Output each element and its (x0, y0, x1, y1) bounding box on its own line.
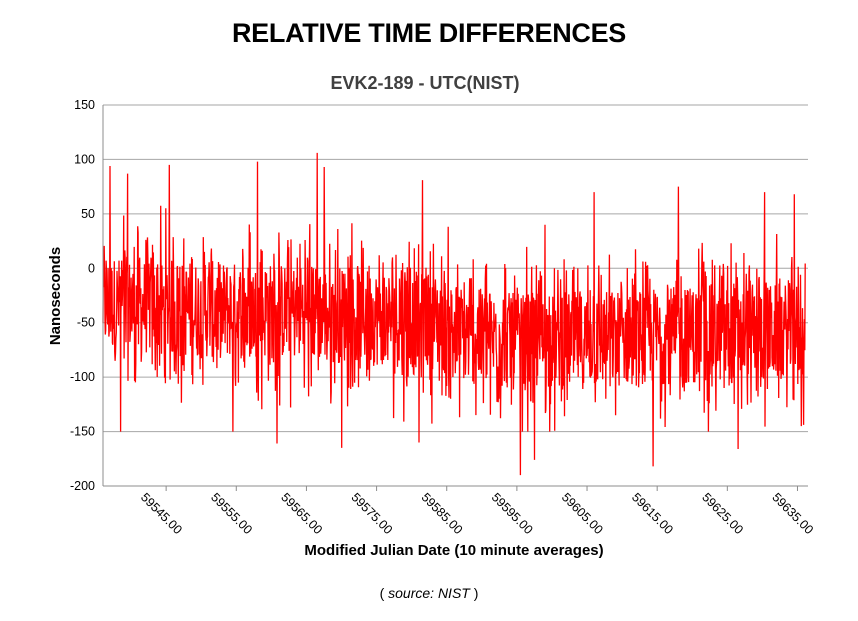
y-axis-label: Nanoseconds (47, 247, 64, 345)
series-red (102, 152, 806, 476)
y-tick-label: 50 (81, 207, 95, 221)
series-line (102, 152, 806, 476)
y-tick-label: 100 (74, 152, 95, 166)
source-close: ) (469, 585, 479, 601)
y-tick-labels: -200 -150 -100 -50 0 50 100 150 (70, 98, 95, 493)
source-note: ( source: NIST ) (0, 585, 858, 601)
source-label: source: NIST (388, 585, 470, 601)
y-tick-label: -100 (70, 370, 95, 384)
page-title: RELATIVE TIME DIFFERENCES (231, 18, 627, 48)
chart-title: EVK2-189 - UTC(NIST) (330, 73, 519, 93)
x-tick-label: 59625.00 (699, 490, 746, 537)
y-tick-label: 150 (74, 98, 95, 112)
x-tick-label: 59615.00 (629, 490, 676, 537)
x-tick-label: 59555.00 (208, 490, 255, 537)
source-open: ( (379, 585, 389, 601)
x-tick-labels: 59545.00 59555.00 59565.00 59575.00 59585.00… (138, 486, 816, 537)
x-tick-label: 59545.00 (138, 490, 185, 537)
x-tick-label: 59565.00 (278, 490, 325, 537)
axes (102, 105, 808, 487)
y-tick-label: -50 (77, 316, 95, 330)
x-axis-label: Modified Julian Date (10 minute averages… (304, 542, 603, 559)
x-tick-label: 59585.00 (419, 490, 466, 537)
x-tick-label: 59575.00 (348, 490, 395, 537)
x-tick-label: 59635.00 (769, 490, 816, 537)
y-tick-label: 0 (88, 261, 95, 275)
y-tick-label: -200 (70, 479, 95, 493)
x-tick-label: 59605.00 (559, 490, 606, 537)
y-tick-label: -150 (70, 425, 95, 439)
x-tick-label: 59595.00 (489, 490, 536, 537)
